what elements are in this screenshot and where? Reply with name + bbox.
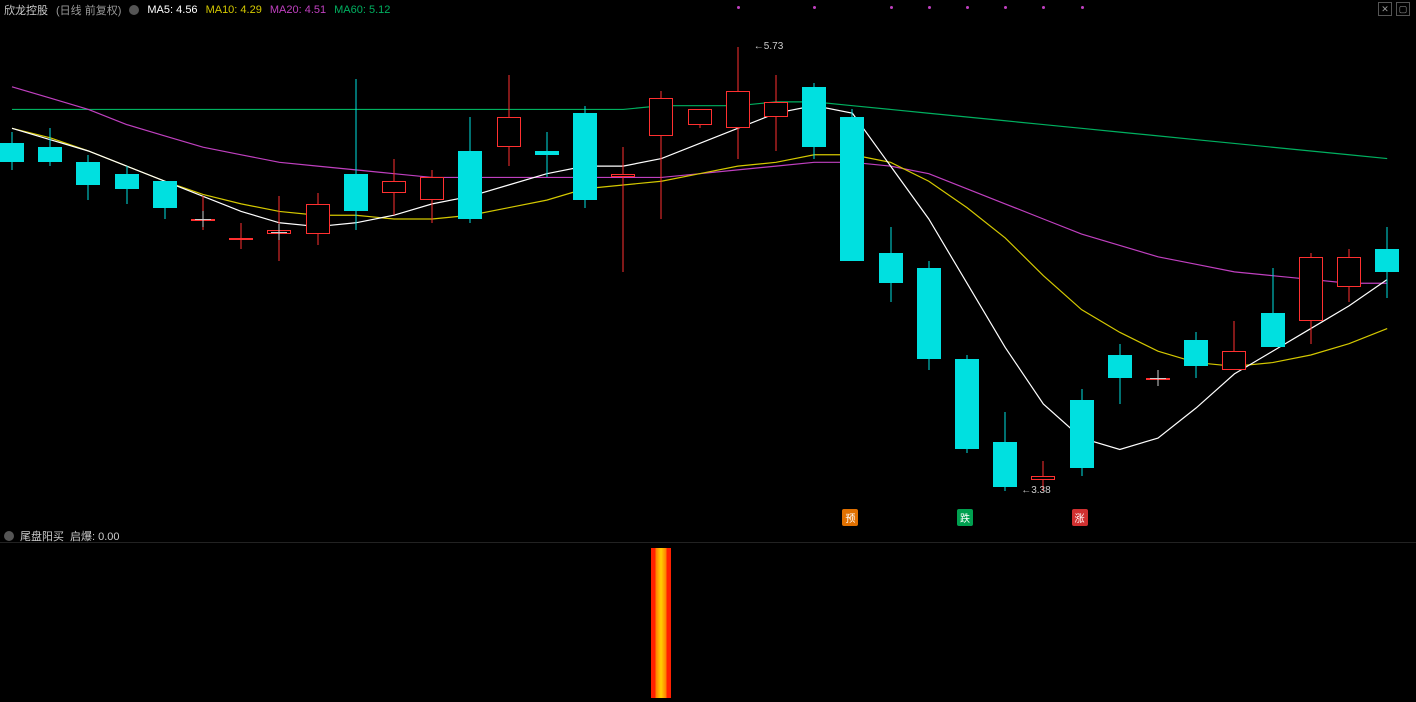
ma10-label: MA10: (206, 4, 238, 16)
candle[interactable] (1375, 15, 1399, 525)
signal-badge: 预 (842, 509, 858, 526)
candle[interactable] (420, 15, 444, 525)
tool-icon-2[interactable]: ▢ (1396, 2, 1410, 16)
candle[interactable] (191, 15, 215, 525)
candle[interactable] (649, 15, 673, 525)
candle[interactable] (1261, 15, 1285, 525)
candle[interactable] (840, 15, 864, 525)
candle[interactable] (229, 15, 253, 525)
candle[interactable] (115, 15, 139, 525)
signal-badge: 跌 (957, 509, 973, 526)
candle[interactable] (993, 15, 1017, 525)
candle[interactable] (38, 15, 62, 525)
candle[interactable] (497, 15, 521, 525)
candlestick-chart[interactable]: ←5.73 ←3.38 预 跌 涨 (0, 15, 1416, 525)
candle[interactable] (458, 15, 482, 525)
chart-header: 欣龙控股 (日线 前复权) MA5: 4.56 MA10: 4.29 MA20:… (4, 2, 390, 18)
signal-dot (966, 6, 969, 9)
ma20-label: MA20: (270, 4, 302, 16)
signal-dot (890, 6, 893, 9)
ma20-value: 4.51 (305, 4, 326, 16)
sub-indicator-name: 尾盘阳买 (20, 528, 64, 544)
candle[interactable] (1031, 15, 1055, 525)
candle[interactable] (0, 15, 24, 525)
candle[interactable] (611, 15, 635, 525)
candle[interactable] (535, 15, 559, 525)
candle[interactable] (1184, 15, 1208, 525)
flame-bar (651, 548, 671, 698)
candle[interactable] (344, 15, 368, 525)
candle[interactable] (382, 15, 406, 525)
candle[interactable] (306, 15, 330, 525)
high-price-label: ←5.73 (754, 41, 783, 52)
candle[interactable] (802, 15, 826, 525)
candle[interactable] (879, 15, 903, 525)
top-right-tools: ✕ ▢ (1378, 2, 1410, 16)
low-price-label: ←3.38 (1021, 485, 1050, 496)
cross-marker (195, 219, 211, 220)
signal-dot (1004, 6, 1007, 9)
candle[interactable] (267, 15, 291, 525)
signal-dot (928, 6, 931, 9)
sub-param-label: 启爆: (70, 531, 95, 543)
candle[interactable] (917, 15, 941, 525)
ma60-label: MA60: (334, 4, 366, 16)
cross-marker (1150, 378, 1166, 379)
sub-param-value: 0.00 (98, 531, 119, 543)
candle[interactable] (1108, 15, 1132, 525)
sub-settings-icon[interactable] (4, 531, 14, 541)
signal-dot (737, 6, 740, 9)
signal-dot (1081, 6, 1084, 9)
ma60-value: 5.12 (369, 4, 390, 16)
candle[interactable] (76, 15, 100, 525)
candle[interactable] (1070, 15, 1094, 525)
candle[interactable] (726, 15, 750, 525)
sub-indicator-header: 尾盘阳买 启爆: 0.00 (4, 528, 120, 544)
ma5-value: 4.56 (176, 4, 197, 16)
candle[interactable] (955, 15, 979, 525)
signal-dot (1042, 6, 1045, 9)
candle[interactable] (573, 15, 597, 525)
ma5-label: MA5: (147, 4, 173, 16)
period-label: (日线 前复权) (56, 2, 121, 18)
signal-dot (813, 6, 816, 9)
candle[interactable] (1299, 15, 1323, 525)
candle[interactable] (764, 15, 788, 525)
signal-badge: 涨 (1072, 509, 1088, 526)
candle[interactable] (1337, 15, 1361, 525)
settings-icon[interactable] (129, 5, 139, 15)
sub-indicator-chart[interactable] (0, 542, 1416, 698)
ma10-value: 4.29 (240, 4, 261, 16)
candle[interactable] (688, 15, 712, 525)
stock-name: 欣龙控股 (4, 2, 48, 18)
tool-icon-1[interactable]: ✕ (1378, 2, 1392, 16)
candle[interactable] (153, 15, 177, 525)
cross-marker (271, 232, 287, 233)
candle[interactable] (1146, 15, 1170, 525)
candle[interactable] (1222, 15, 1246, 525)
